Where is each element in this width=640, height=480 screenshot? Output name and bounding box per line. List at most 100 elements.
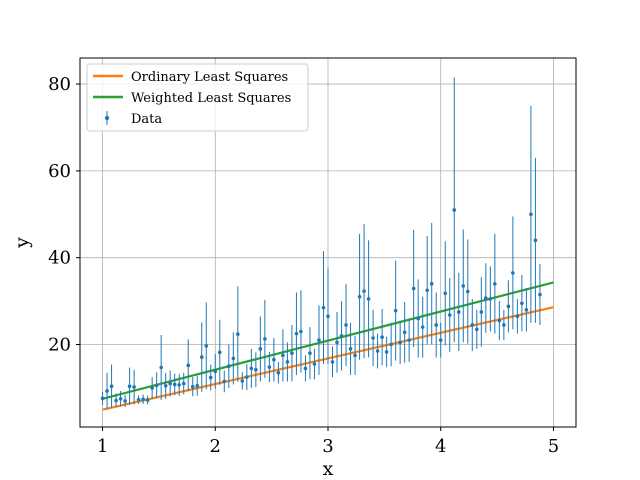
data-point — [461, 284, 466, 288]
x-axis-label: x — [323, 458, 334, 480]
data-point — [118, 396, 123, 401]
axis-ticks: 1 2 3 4 5 20 40 60 80 — [48, 74, 559, 457]
data-point — [190, 384, 195, 389]
data-point — [470, 323, 475, 327]
data-point — [506, 304, 511, 309]
data-point — [429, 281, 434, 286]
data-point — [479, 310, 484, 314]
data-point — [330, 360, 335, 364]
data-point — [420, 325, 425, 329]
data-point — [208, 375, 213, 380]
data-point — [456, 310, 461, 314]
y-tick-label: 20 — [48, 335, 71, 356]
data-point — [222, 379, 227, 384]
data-point — [100, 396, 105, 401]
legend-ols-label: Ordinary Least Squares — [131, 70, 288, 85]
data-point — [132, 385, 136, 389]
data-point — [425, 288, 430, 293]
data-point — [371, 336, 375, 340]
legend: Ordinary Least Squares Weighted Least Sq… — [86, 63, 309, 132]
data-point — [114, 398, 118, 403]
data-point — [303, 366, 308, 371]
data-point — [438, 338, 443, 342]
data-point — [515, 314, 520, 319]
data-point — [384, 350, 389, 354]
x-tick-label: 4 — [435, 436, 446, 457]
data-point — [254, 367, 258, 372]
data-point — [217, 350, 222, 355]
data-point — [181, 381, 186, 386]
data-point — [402, 330, 407, 335]
data-point — [339, 334, 344, 338]
data-point — [529, 212, 533, 217]
x-tick-label: 2 — [210, 436, 221, 457]
y-tick-label: 40 — [48, 248, 71, 269]
data-point — [321, 305, 326, 310]
data-point — [199, 355, 204, 359]
data-point — [497, 318, 502, 323]
x-tick-label: 5 — [548, 436, 559, 457]
data-point — [267, 365, 272, 369]
data-point — [213, 369, 218, 374]
data-point — [204, 344, 209, 348]
data-point — [236, 332, 240, 336]
data-point — [380, 335, 384, 339]
data-point — [348, 347, 353, 351]
data-point — [357, 294, 362, 299]
data-point — [172, 382, 177, 387]
data-point — [411, 286, 416, 291]
data-point — [353, 353, 357, 358]
data-point — [272, 357, 276, 362]
legend-box — [86, 63, 309, 132]
data-point — [344, 323, 348, 327]
data-point — [465, 289, 470, 294]
data-point — [245, 375, 249, 379]
data-point — [154, 383, 159, 388]
data-point — [159, 365, 163, 370]
y-tick-label: 60 — [48, 161, 71, 182]
data-point — [326, 314, 330, 319]
x-tick-label: 1 — [97, 436, 108, 457]
legend-data-label: Data — [131, 112, 162, 127]
data-point — [493, 281, 497, 286]
data-point — [443, 291, 448, 296]
data-point — [276, 370, 281, 375]
data-point — [308, 351, 312, 356]
legend-wls-label: Weighted Least Squares — [131, 91, 291, 106]
legend-data-marker — [104, 115, 110, 121]
data-point — [123, 399, 127, 403]
data-point — [285, 360, 290, 364]
data-point — [312, 362, 317, 366]
data-point — [163, 383, 168, 388]
data-point — [335, 340, 339, 345]
data-point — [145, 398, 150, 402]
data-point — [447, 313, 452, 317]
data-point — [434, 323, 439, 327]
data-point — [136, 397, 141, 402]
data-point — [524, 307, 529, 312]
data-point — [127, 384, 132, 388]
data-point — [299, 329, 303, 334]
data-point — [195, 383, 200, 388]
data-point — [398, 340, 402, 345]
data-point — [416, 316, 420, 321]
data-point — [317, 338, 321, 342]
data-point — [488, 297, 493, 301]
data-point — [258, 347, 263, 351]
data-point — [362, 289, 366, 293]
data-point — [375, 349, 380, 353]
data-point — [186, 363, 191, 368]
data-point — [484, 296, 488, 300]
data-point — [538, 292, 542, 297]
data-point — [502, 323, 506, 327]
data-point — [105, 389, 109, 393]
data-point — [109, 384, 114, 388]
data-point — [227, 364, 231, 369]
data-point — [281, 353, 285, 358]
data-point — [366, 297, 371, 301]
data-point — [231, 356, 236, 361]
data-point — [290, 351, 294, 356]
data-point — [475, 327, 479, 332]
data-point — [240, 379, 245, 383]
